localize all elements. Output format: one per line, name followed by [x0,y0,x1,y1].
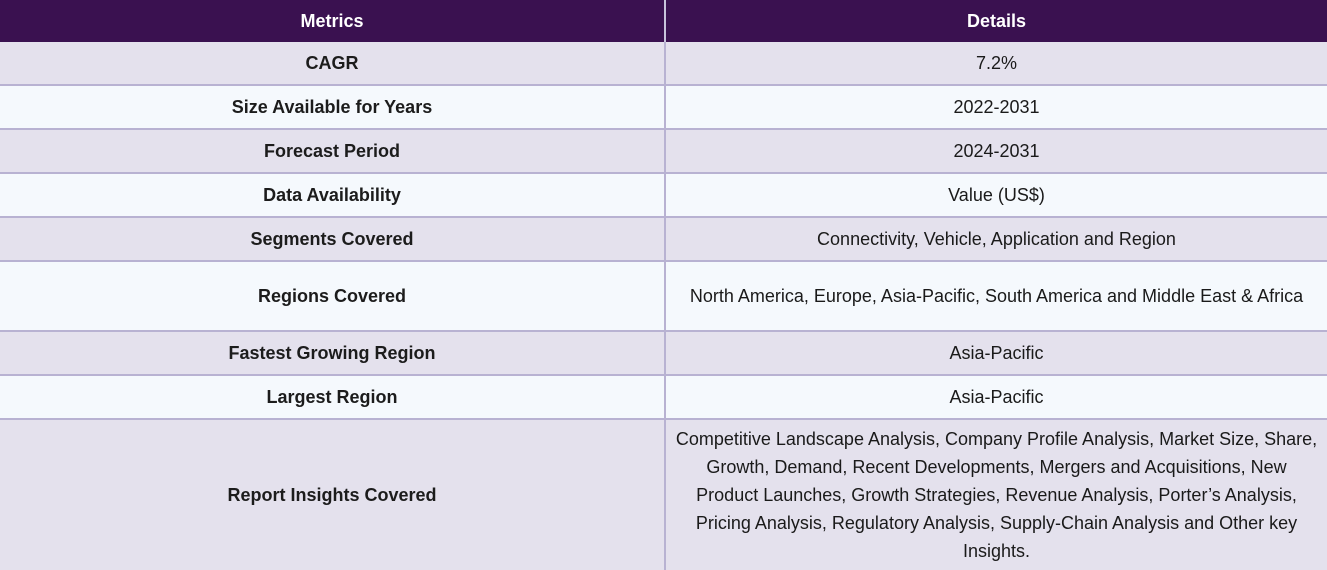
detail-cell: Asia-Pacific [665,331,1327,376]
metric-cell: Fastest Growing Region [0,331,666,376]
metric-cell: Largest Region [0,375,666,420]
header-row: Metrics Details [0,0,1327,42]
detail-cell: 7.2% [665,42,1327,86]
detail-cell: 2024-2031 [665,129,1327,174]
table-row: Forecast Period 2024-2031 [0,129,1327,174]
detail-cell: North America, Europe, Asia-Pacific, Sou… [665,261,1327,332]
metric-cell: Segments Covered [0,217,666,262]
table-row: Largest Region Asia-Pacific [0,375,1327,420]
table-body: CAGR 7.2% Size Available for Years 2022-… [0,42,1327,570]
header-details: Details [665,0,1327,42]
table-header: Metrics Details [0,0,1327,42]
detail-cell: Connectivity, Vehicle, Application and R… [665,217,1327,262]
metric-cell: Data Availability [0,173,666,218]
table-row: Report Insights Covered Competitive Land… [0,419,1327,570]
detail-cell: Asia-Pacific [665,375,1327,420]
detail-cell: 2022-2031 [665,85,1327,130]
metric-cell: Report Insights Covered [0,419,666,570]
header-metrics: Metrics [0,0,666,42]
detail-cell: Value (US$) [665,173,1327,218]
table-row: Regions Covered North America, Europe, A… [0,261,1327,332]
metric-cell: Regions Covered [0,261,666,332]
table-row: Fastest Growing Region Asia-Pacific [0,331,1327,376]
metric-cell: Size Available for Years [0,85,666,130]
metric-cell: Forecast Period [0,129,666,174]
table-row: CAGR 7.2% [0,42,1327,86]
table-row: Segments Covered Connectivity, Vehicle, … [0,217,1327,262]
table-row: Size Available for Years 2022-2031 [0,85,1327,130]
metric-cell: CAGR [0,42,666,86]
detail-cell: Competitive Landscape Analysis, Company … [665,419,1327,570]
table-row: Data Availability Value (US$) [0,173,1327,218]
